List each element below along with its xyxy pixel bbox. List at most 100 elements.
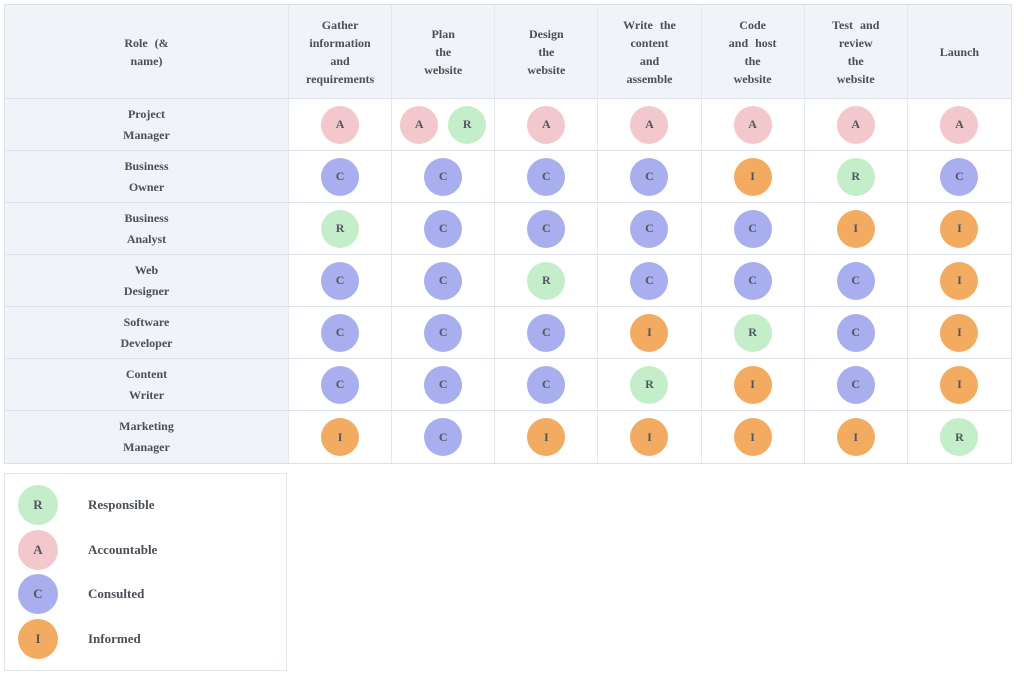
raci-cell: C (392, 411, 496, 463)
raci-cell: I (701, 359, 805, 411)
task-column-header: Launch (907, 5, 1011, 99)
raci-badge-r: R (448, 105, 487, 144)
raci-badge-i: I (940, 313, 979, 352)
raci-badge-c: C (527, 157, 566, 196)
raci-badge-r: R (836, 157, 875, 196)
raci-badge-i: I (940, 261, 979, 300)
task-column-header-label: Code and host the website (728, 17, 777, 86)
raci-cell: C (392, 203, 496, 255)
raci-cell: I (907, 359, 1011, 411)
raci-badge-c: C (836, 365, 875, 404)
raci-badge-c: C (630, 157, 669, 196)
raci-badge-i: I (836, 418, 875, 456)
raci-cell: I (907, 255, 1011, 307)
role-name: Software Developer (120, 314, 173, 350)
raci-badge-r: R (630, 365, 669, 404)
task-column-header: Code and host the website (701, 5, 805, 99)
raci-badge-c: C (424, 157, 463, 196)
raci-badge-c: C (733, 209, 772, 248)
task-column-header-label: Write the content and assemble (623, 17, 676, 86)
role-name: Business Owner (124, 158, 169, 194)
raci-badge-a: A (321, 105, 360, 144)
raci-badge-r: R (321, 209, 360, 248)
raci-badge-a: A (400, 105, 439, 144)
role-name: Project Manager (123, 106, 170, 142)
raci-cell: C (495, 203, 599, 255)
raci-badge-c: C (836, 313, 875, 352)
raci-cell: A (495, 99, 599, 151)
raci-cell: C (289, 307, 393, 359)
raci-cell: R (495, 255, 599, 307)
raci-badge-i: I (733, 157, 772, 196)
raci-cell: R (598, 359, 702, 411)
raci-cell: A (907, 99, 1011, 151)
legend-label: Accountable (88, 541, 158, 557)
raci-badge-i: I (940, 365, 979, 404)
raci-badge-i: I (321, 418, 360, 456)
legend-badge-i: I (18, 619, 58, 660)
raci-matrix-table: Role (& name) Gather information and requ… (4, 4, 1012, 464)
raci-cell: I (495, 411, 599, 463)
raci-badge-c: C (321, 313, 360, 352)
raci-cell: A (804, 99, 908, 151)
task-column-header: Plan the website (392, 5, 496, 99)
raci-badge-a: A (733, 105, 772, 144)
role-cell: Web Designer (5, 255, 289, 307)
legend-badge-r: R (18, 484, 58, 525)
raci-cell: A (289, 99, 393, 151)
role-cell: Software Developer (5, 307, 289, 359)
raci-badge-i: I (733, 418, 772, 456)
raci-cell: I (804, 411, 908, 463)
task-column-header: Gather information and requirements (289, 5, 393, 99)
raci-badge-r: R (940, 418, 979, 456)
role-column-header-label: Role (& name) (124, 35, 169, 68)
raci-badge-r: R (733, 313, 772, 352)
raci-cell: A (598, 99, 702, 151)
raci-cell: I (701, 411, 805, 463)
role-cell: Business Analyst (5, 203, 289, 255)
raci-badge-c: C (630, 261, 669, 300)
raci-cell: C (495, 307, 599, 359)
raci-badge-c: C (424, 261, 463, 300)
raci-cell: C (495, 359, 599, 411)
raci-cell: I (598, 307, 702, 359)
task-column-header-label: Plan the website (424, 26, 463, 77)
task-column-header: Design the website (495, 5, 599, 99)
raci-cell: C (289, 359, 393, 411)
legend-item: C Consulted (18, 574, 276, 615)
raci-cell: A (701, 99, 805, 151)
raci-cell: C (598, 151, 702, 203)
raci-cell: C (598, 203, 702, 255)
raci-badge-a: A (527, 105, 566, 144)
legend-badge-c: C (18, 574, 58, 615)
raci-cell: C (701, 255, 805, 307)
raci-cell: R (289, 203, 393, 255)
raci-badge-i: I (527, 418, 566, 456)
raci-cell: C (392, 151, 496, 203)
role-name: Content Writer (125, 366, 168, 402)
legend-item: A Accountable (18, 529, 276, 570)
raci-cell: C (907, 151, 1011, 203)
raci-cell: I (907, 203, 1011, 255)
raci-cell: C (392, 307, 496, 359)
task-column-header-label: Gather information and requirements (305, 17, 375, 86)
raci-badge-i: I (733, 365, 772, 404)
legend-box: R Responsible A Accountable C Consulted I Infor… (4, 473, 287, 671)
role-cell: Business Owner (5, 151, 289, 203)
legend-label: Informed (88, 631, 141, 647)
raci-cell: C (701, 203, 805, 255)
raci-badge-c: C (527, 209, 566, 248)
task-column-header-label: Launch (939, 44, 980, 59)
raci-badge-c: C (424, 365, 463, 404)
role-name: Web Designer (123, 262, 170, 298)
role-cell: Project Manager (5, 99, 289, 151)
role-column-header: Role (& name) (5, 5, 289, 99)
raci-badge-i: I (630, 313, 669, 352)
raci-badge-a: A (630, 105, 669, 144)
raci-badge-a: A (836, 105, 875, 144)
raci-badge-i: I (630, 418, 669, 456)
raci-cell: C (804, 359, 908, 411)
role-name: Business Analyst (124, 210, 169, 246)
raci-badge-c: C (424, 209, 463, 248)
role-cell: Marketing Manager (5, 411, 289, 463)
